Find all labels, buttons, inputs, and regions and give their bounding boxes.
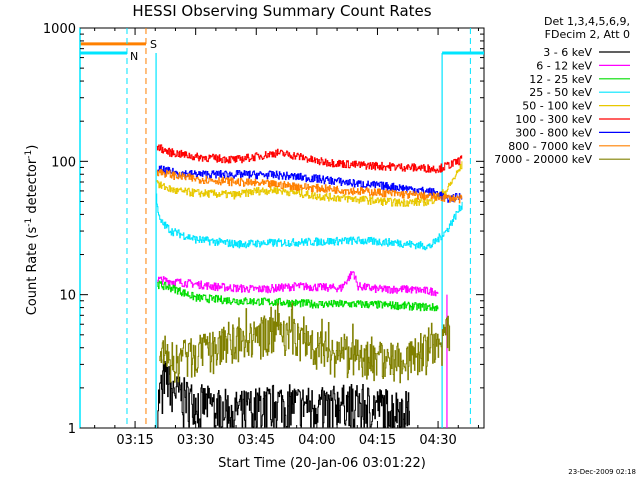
plot-frame: [79, 27, 485, 429]
annotation-layer: SN: [79, 28, 484, 428]
series-line: [156, 144, 463, 174]
night-label: N: [130, 50, 138, 63]
series-line: [156, 165, 463, 203]
legend: Det 1,3,4,5,6,9, FDecim 2, Att 0 3 - 6 k…: [494, 15, 630, 166]
series-line: [156, 193, 463, 251]
chart-title: HESSI Observing Summary Count Rates: [132, 2, 431, 20]
series-line: [156, 161, 463, 207]
y-label-sup-1: -1: [24, 218, 34, 227]
legend-entry-label: 800 - 7000 keV: [508, 140, 592, 153]
series-line: [159, 302, 451, 384]
series-line: [156, 168, 463, 204]
series-line: [157, 271, 439, 297]
y-label-main: Count Rate (s: [25, 227, 40, 316]
y-tick-label: 100: [51, 155, 76, 170]
legend-entry-label: 12 - 25 keV: [529, 73, 592, 86]
y-label-mid: detector: [25, 158, 40, 218]
x-axis-label: Start Time (20-Jan-06 03:01:22): [218, 456, 426, 471]
legend-entry-label: 3 - 6 keV: [543, 46, 592, 59]
y-label-sup-2: -1: [24, 150, 34, 159]
x-tick-label: 03:45: [238, 433, 275, 448]
saa-label: S: [150, 38, 157, 51]
y-tick-label: 1000: [43, 22, 76, 37]
y-tick-label: 10: [59, 289, 76, 304]
axis-layer: 03:15 03:30 03:45 04:00 04:15 04:30 1 10 100 1000: [43, 22, 484, 448]
legend-entry-label: 25 - 50 keV: [529, 86, 592, 99]
footer-date: 23-Dec-2009 02:18: [568, 468, 636, 476]
legend-header-line-1: Det 1,3,4,5,6,9,: [544, 15, 630, 28]
x-tick-label: 03:30: [177, 433, 214, 448]
legend-header-line-2: FDecim 2, Att 0: [545, 28, 630, 41]
legend-entry-label: 50 - 100 keV: [522, 100, 592, 113]
x-tick-label: 03:15: [116, 433, 153, 448]
legend-entry-label: 300 - 800 keV: [515, 126, 592, 139]
y-tick-label: 1: [68, 422, 76, 437]
y-label-end: ): [25, 145, 40, 150]
x-tick-label: 04:00: [298, 433, 335, 448]
x-tick-label: 04:30: [419, 433, 456, 448]
legend-entry-label: 6 - 12 keV: [536, 59, 592, 72]
y-axis-label: Count Rate (s-1 detector-1): [24, 145, 40, 316]
legend-entry-label: 7000 - 20000 keV: [494, 153, 592, 166]
series-line: [157, 359, 410, 428]
legend-entry-label: 100 - 300 keV: [515, 113, 592, 126]
x-tick-label: 04:15: [359, 433, 396, 448]
series-layer: [156, 144, 463, 428]
series-line: [157, 280, 439, 312]
